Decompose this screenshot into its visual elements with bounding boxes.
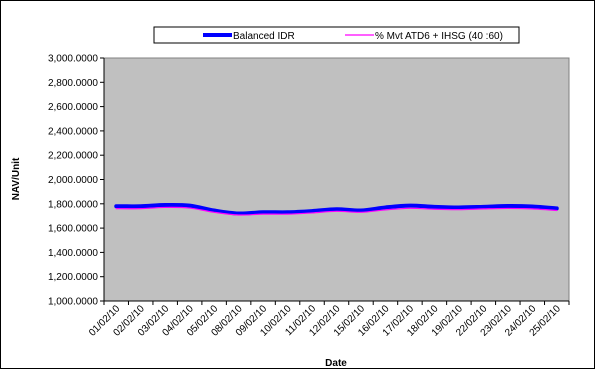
- y-tick-label: 1,800.0000: [48, 199, 98, 210]
- series-line-balanced-idr: [114, 202, 559, 216]
- legend: Balanced IDR % Mvt ATD6 + IHSG (40 :60): [153, 26, 520, 44]
- x-axis-title: Date: [325, 358, 347, 368]
- legend-label-balanced-idr: Balanced IDR: [233, 31, 295, 42]
- series-layer: [114, 202, 559, 216]
- y-tick-label: 3,000.0000: [48, 54, 98, 65]
- plot-area: [103, 57, 570, 302]
- y-tick-label: 2,400.0000: [48, 126, 98, 137]
- y-tick-label: 1,600.0000: [48, 224, 98, 235]
- legend-box: [153, 26, 520, 44]
- y-axis-title: NAV/Unit: [11, 157, 22, 200]
- y-tick-label: 2,600.0000: [48, 102, 98, 113]
- x-axis: 01/02/1002/02/1003/02/1004/02/1005/02/10…: [87, 300, 570, 339]
- series-line-mvt-atd6-ihsg: [115, 206, 558, 216]
- y-tick-label: 2,200.0000: [48, 151, 98, 162]
- y-tick-label: 1,200.0000: [48, 272, 98, 283]
- legend-label-mvt-atd6-ihsg: % Mvt ATD6 + IHSG (40 :60): [375, 31, 503, 42]
- y-tick-label: 2,000.0000: [48, 175, 98, 186]
- y-tick-label: 1,400.0000: [48, 248, 98, 259]
- y-tick-label: 1,000.0000: [48, 297, 98, 308]
- y-axis: 1,000.0000 1,200.0000 1,400.0000 1,600.0000…: [48, 54, 105, 308]
- y-tick-label: 2,800.0000: [48, 78, 98, 89]
